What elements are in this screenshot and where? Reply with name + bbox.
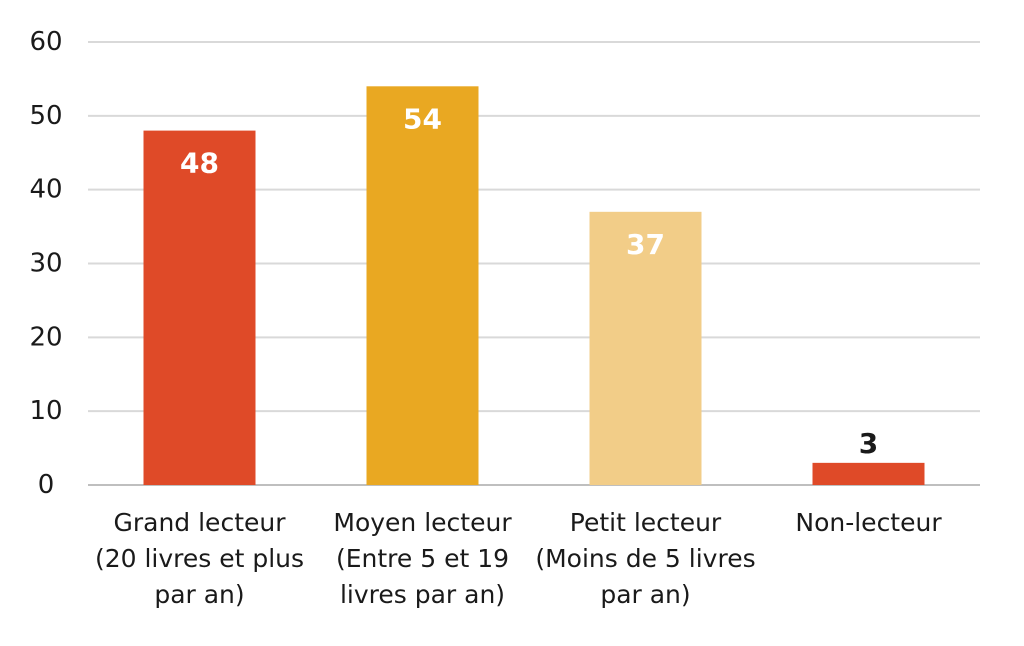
y-tick-label: 40 <box>29 175 62 205</box>
bar <box>143 130 256 485</box>
category-label: (20 livres et plus <box>95 544 304 573</box>
bar <box>812 462 925 485</box>
data-label: 3 <box>859 427 878 460</box>
category-label: Non-lecteur <box>795 508 942 537</box>
y-tick-label: 60 <box>29 27 62 57</box>
y-axis-ticks: 0 10 20 30 40 50 60 <box>29 27 62 500</box>
bars <box>143 86 925 486</box>
category-label: (Entre 5 et 19 <box>336 544 509 573</box>
category-label: Moyen lecteur <box>333 508 512 537</box>
category-label: par an) <box>154 580 244 609</box>
y-tick-label: 20 <box>29 322 62 352</box>
bar <box>366 86 479 486</box>
y-tick-label: 50 <box>29 101 62 131</box>
bar <box>589 211 702 486</box>
data-label: 48 <box>180 147 219 180</box>
data-label: 37 <box>626 228 665 261</box>
category-label: par an) <box>600 580 690 609</box>
y-tick-label: 0 <box>38 470 55 500</box>
category-label: Grand lecteur <box>113 508 286 537</box>
x-axis-categories: Grand lecteur (20 livres et plus par an) Mo… <box>95 508 942 609</box>
y-tick-label: 30 <box>29 249 62 279</box>
data-labels: 48 54 37 3 <box>180 102 878 460</box>
category-label: (Moins de 5 livres <box>535 544 755 573</box>
y-tick-label: 10 <box>29 396 62 426</box>
category-label: livres par an) <box>340 580 505 609</box>
data-label: 54 <box>403 102 442 135</box>
category-label: Petit lecteur <box>570 508 722 537</box>
